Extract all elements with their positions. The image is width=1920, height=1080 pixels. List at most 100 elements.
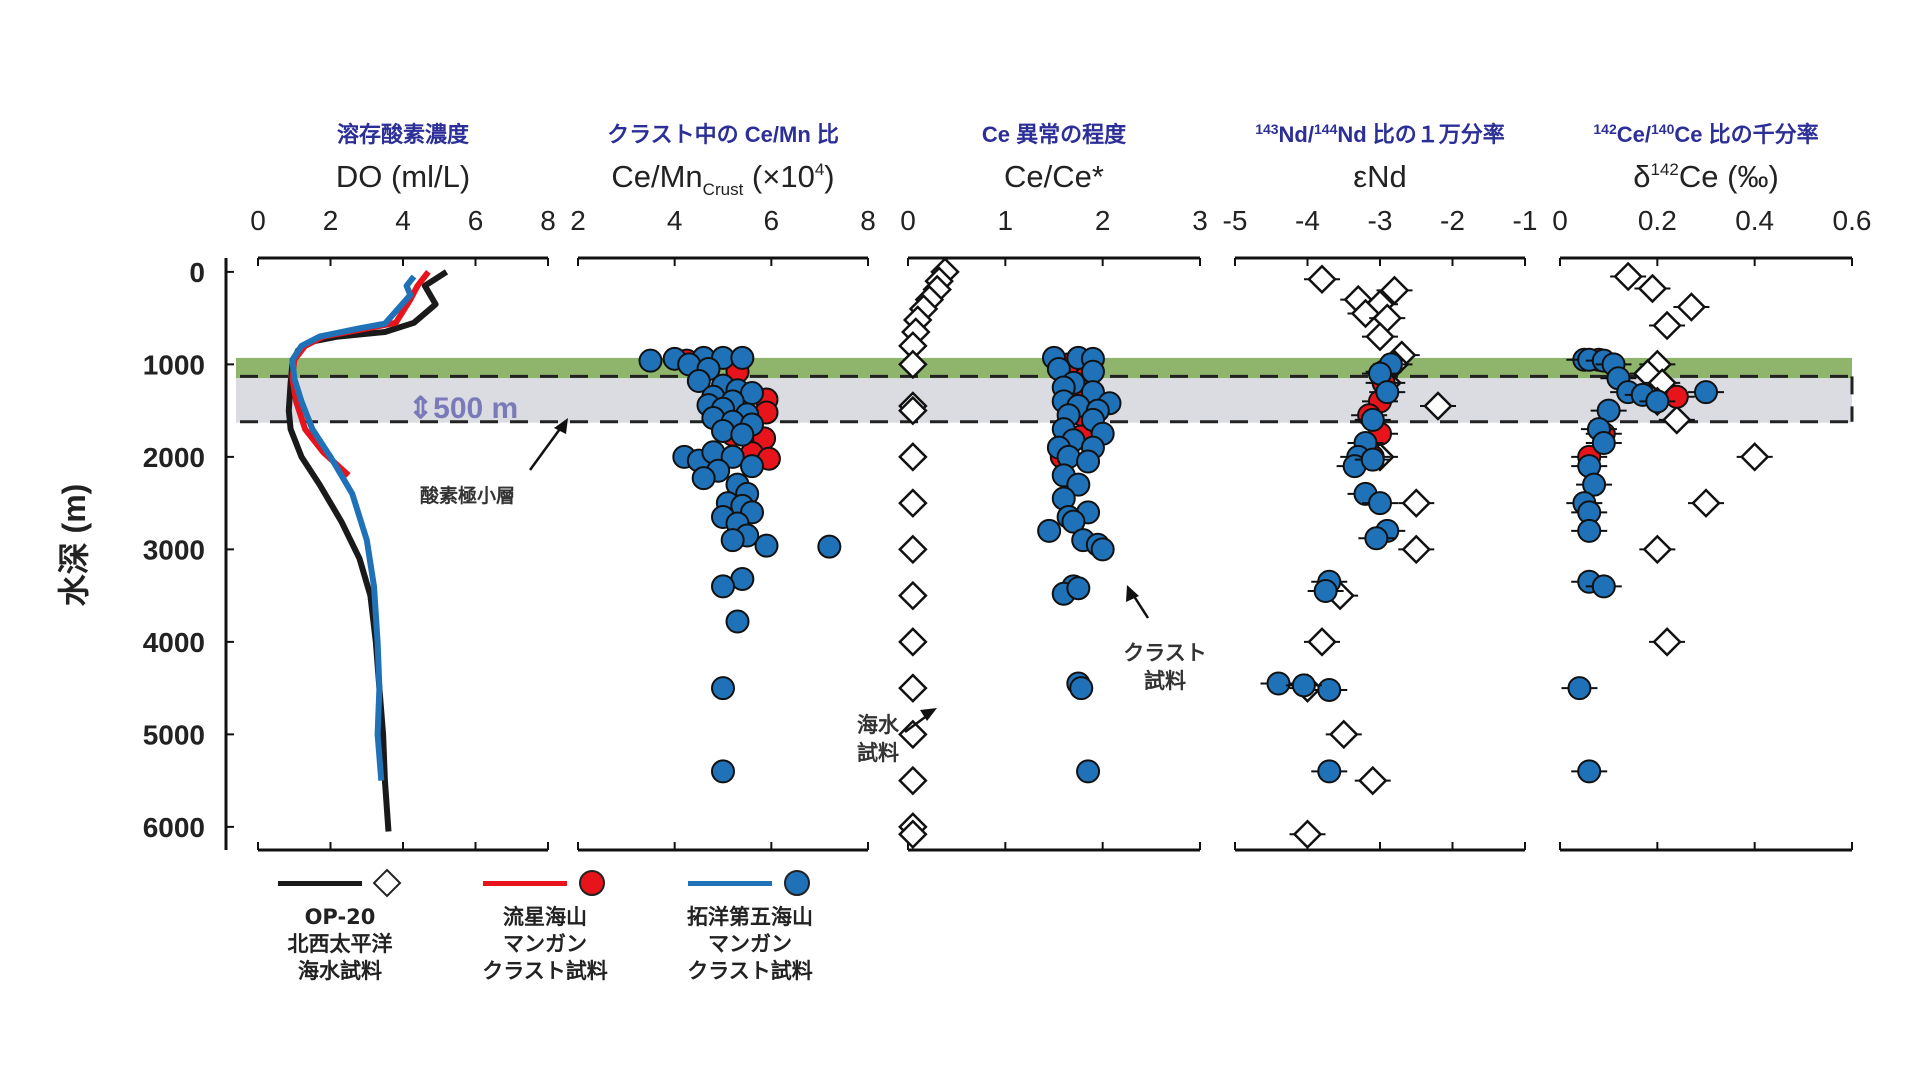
crust-circle-marker (1664, 384, 1689, 409)
red-circle-icon (579, 870, 605, 896)
legend-seawater: OP-20 北西太平洋 海水試料 (245, 868, 435, 985)
crust-circle-marker (1591, 574, 1616, 599)
title-text: Nd 比の１万分率 (1337, 122, 1504, 147)
crust-circle-marker (1317, 677, 1342, 702)
omz-light-band (236, 378, 1852, 423)
x-tick-label: -2 (1440, 205, 1465, 236)
xlabel-text: Ce/Mn (611, 159, 702, 194)
crust-circle-marker (1591, 431, 1616, 455)
crust-sample-label: クラスト (1123, 642, 1207, 665)
legend-label: 拓洋第五海山 (687, 905, 813, 929)
y-tick-label: 0 (189, 257, 205, 288)
crust-circle-marker (1375, 380, 1400, 405)
seawater-diamond-marker (1676, 292, 1707, 322)
x-tick-label: 0.2 (1638, 205, 1677, 236)
x-tick-label: 1 (998, 205, 1014, 236)
title-text: Ce 比の千分率 (1674, 122, 1818, 147)
blue-circle-icon (784, 870, 810, 896)
crust-circle-marker (1080, 359, 1105, 384)
xlabel-superscript: 142 (1651, 160, 1679, 179)
crust-circle-marker (711, 574, 735, 599)
crust-circle-marker (720, 528, 745, 553)
x-tick-label: 2 (323, 205, 339, 236)
crust-circle-marker (1037, 518, 1062, 543)
x-tick-label: 3 (1192, 205, 1208, 236)
x-axis-label: Ce/MnCrust (×104) (611, 159, 834, 199)
do-profile-line (289, 274, 417, 781)
title-superscript: 143 (1255, 121, 1279, 137)
crust-circle-marker (725, 609, 750, 634)
seawater-diamond-marker (1691, 488, 1721, 518)
xlabel-text: Ce (‰) (1679, 159, 1779, 194)
x-axis-label: DO (ml/L) (336, 159, 470, 194)
legend-line-seawater (278, 880, 362, 886)
panel-title: 143Nd/144Nd 比の１万分率 (1255, 121, 1505, 147)
seawater-diamond-marker (1401, 488, 1432, 518)
x-tick-label: 6 (468, 205, 484, 236)
arrow-head-icon (554, 418, 568, 434)
xlabel-text: ) (824, 159, 834, 194)
seawater-diamond-marker (898, 442, 928, 472)
crust-circle-marker (1066, 472, 1091, 497)
thickness-label: ⇕500 m (408, 392, 518, 425)
x-tick-label: 0.6 (1833, 205, 1872, 236)
crust-circle-marker (1090, 537, 1115, 562)
legend-label: クラスト試料 (482, 959, 608, 983)
crust-circle-marker (1313, 579, 1338, 603)
crust-circle-marker (1368, 491, 1392, 516)
crust-circle-marker (1596, 398, 1621, 423)
title-text: Nd/ (1279, 122, 1314, 147)
title-superscript: 142 (1593, 121, 1617, 137)
seawater-diamond-marker (1328, 719, 1359, 750)
crust-circle-marker (1066, 576, 1091, 601)
y-tick-label: 5000 (143, 719, 205, 750)
legend-label: 海水試料 (298, 959, 382, 983)
panel-title: 溶存酸素濃度 (337, 122, 470, 147)
x-axis-label: εNd (1353, 159, 1406, 194)
x-axis-label: δ142Ce (‰) (1633, 159, 1779, 194)
seawater-diamond-marker (1642, 534, 1673, 565)
diamond-icon (372, 868, 402, 898)
crust-circle-marker (711, 418, 735, 443)
title-superscript: 144 (1314, 121, 1338, 137)
crust-circle-marker (686, 369, 711, 394)
x-tick-label: -3 (1368, 205, 1393, 236)
chart-panel-4: -5 -4 -3 -2 -1 143Nd/144Nd 比の１万分率 εNd (1223, 121, 1538, 852)
crust-circle-marker (720, 444, 745, 469)
crust-circle-marker (1360, 407, 1385, 432)
chart-panel-3: 0 1 2 3 Ce 異常の程度 Ce/Ce* (898, 122, 1208, 852)
crust-circle-marker (1317, 759, 1342, 784)
seawater-diamond-marker (898, 534, 928, 565)
x-tick-label: 0 (900, 205, 916, 236)
crust-circle-marker (1069, 676, 1094, 701)
panel-title: Ce 異常の程度 (982, 122, 1127, 147)
water-sample-label: 海水 (857, 713, 900, 737)
x-tick-label: 8 (540, 205, 556, 236)
seawater-diamond-marker (898, 673, 928, 703)
x-tick-label: 2 (570, 205, 586, 236)
x-tick-label: 0.4 (1735, 205, 1774, 236)
legend-label: OP-20 (304, 905, 376, 929)
y-tick-label: 3000 (143, 534, 205, 565)
crust-circle-marker (754, 533, 779, 558)
crust-circle-marker (1577, 518, 1602, 543)
seawater-diamond-marker (1423, 391, 1453, 421)
crust-sample-label: 試料 (1144, 669, 1186, 693)
crust-circle-marker (1694, 380, 1718, 405)
x-tick-label: -1 (1513, 205, 1538, 236)
x-tick-label: 8 (860, 205, 876, 236)
crust-circle-marker (1567, 676, 1592, 701)
crust-circle-marker (1076, 449, 1101, 474)
seawater-diamond-marker (1307, 264, 1337, 295)
crust-circle-marker (638, 348, 663, 373)
seawater-diamond-marker (898, 819, 928, 850)
x-tick-label: 4 (395, 205, 411, 236)
x-tick-label: 6 (764, 205, 780, 236)
crust-circle-marker (711, 676, 735, 701)
title-text: Ce/ (1617, 122, 1651, 147)
seawater-diamond-marker (1662, 405, 1692, 435)
crust-circle-marker (817, 534, 842, 559)
chart-panel-1: 0 2 4 6 8 溶存酸素濃度 DO (ml/L) (250, 122, 556, 852)
y-tick-label: 6000 (143, 812, 205, 843)
